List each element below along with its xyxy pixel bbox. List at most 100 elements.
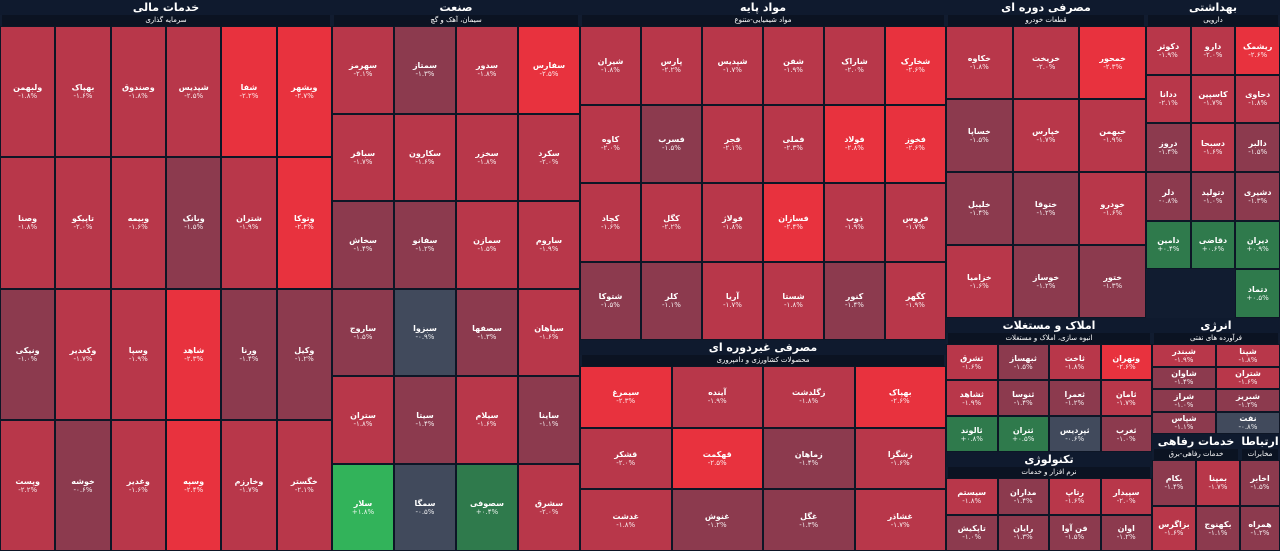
stock-tile[interactable]: ثپردیس -۰.۶% — [1049, 416, 1101, 452]
stock-tile[interactable]: کگهر -۱.۹% — [885, 261, 946, 340]
stock-tile[interactable]: فجر -۲.۱% — [702, 104, 763, 183]
stock-tile[interactable]: سکارون -۱.۶% — [394, 113, 456, 201]
stock-tile[interactable]: فن آوا -۱.۵% — [1049, 514, 1101, 551]
stock-tile[interactable]: ثعمرا -۱.۲% — [1049, 380, 1101, 416]
stock-tile[interactable]: ثاخت -۱.۸% — [1049, 344, 1101, 380]
stock-tile[interactable]: ثتران +۰.۵% — [997, 416, 1049, 452]
stock-tile[interactable]: شپاس -۱.۱% — [1152, 411, 1216, 434]
stock-tile[interactable]: ورنا -۱.۴% — [221, 288, 277, 420]
stock-tile[interactable]: خوشه -۰.۶% — [55, 419, 111, 551]
stock-tile[interactable]: شاهد -۲.۳% — [166, 288, 222, 420]
stock-tile[interactable]: غشاذر -۱.۷% — [854, 489, 946, 551]
stock-tile[interactable]: خکاوه -۱.۸% — [946, 26, 1013, 99]
stock-tile[interactable]: شتوکا -۱.۵% — [580, 261, 641, 340]
stock-tile[interactable]: خبهمن -۱.۹% — [1079, 99, 1146, 172]
stock-tile[interactable]: وتهران -۲.۶% — [1100, 344, 1152, 380]
stock-tile[interactable]: شبریز -۱.۲% — [1216, 389, 1280, 412]
stock-tile[interactable]: ثالوند +۰.۸% — [946, 416, 998, 452]
stock-tile[interactable]: شراز -۱.۰% — [1152, 389, 1216, 412]
stock-tile[interactable]: سفانو -۱.۲% — [394, 201, 456, 289]
stock-tile[interactable]: سیستم -۱.۸% — [946, 478, 998, 515]
stock-tile[interactable]: سیلام -۱.۶% — [456, 376, 518, 464]
stock-tile[interactable]: شستا -۱.۸% — [763, 261, 824, 340]
stock-tile[interactable]: کاسپین -۱.۷% — [1190, 74, 1236, 124]
stock-tile[interactable]: نفت -۰.۸% — [1216, 411, 1280, 434]
stock-tile[interactable]: پارس -۲.۲% — [641, 26, 702, 105]
stock-tile[interactable]: شاوان -۱.۴% — [1152, 366, 1216, 389]
stock-tile[interactable]: دسبحا -۱.۶% — [1190, 123, 1236, 172]
stock-tile[interactable]: شفن -۱.۹% — [763, 26, 824, 105]
stock-tile[interactable]: خساپا -۱.۵% — [946, 99, 1013, 172]
stock-tile[interactable]: خزامیا -۱.۶% — [946, 245, 1013, 318]
stock-tile[interactable]: سیمرغ -۲.۳% — [580, 366, 672, 428]
stock-tile[interactable]: فولاژ -۱.۸% — [702, 183, 763, 262]
stock-tile[interactable]: شبندر -۱.۹% — [1152, 344, 1216, 367]
stock-tile[interactable]: وغدیر -۱.۶% — [110, 419, 166, 551]
stock-tile[interactable]: ساروم -۱.۹% — [518, 201, 580, 289]
stock-tile[interactable]: دقاضی +۰.۶% — [1190, 220, 1236, 270]
stock-tile[interactable]: سفارس -۲.۵% — [518, 26, 580, 114]
stock-tile[interactable]: ددانا -۲.۱% — [1146, 74, 1191, 124]
stock-tile[interactable]: سخزر -۱.۸% — [456, 113, 518, 201]
stock-tile[interactable]: ثنوسا -۱.۴% — [997, 380, 1049, 416]
stock-tile[interactable]: وتوکا -۲.۴% — [276, 157, 332, 289]
stock-tile[interactable]: آینده -۱.۹% — [671, 366, 763, 428]
stock-tile[interactable]: خریخت -۲.۰% — [1012, 26, 1080, 99]
stock-tile[interactable]: شتران -۱.۹% — [221, 157, 277, 289]
stock-tile[interactable]: دیران +۰.۹% — [1235, 220, 1280, 270]
stock-tile[interactable]: شپدیس -۲.۵% — [166, 26, 222, 158]
stock-tile[interactable]: شپنا -۱.۸% — [1216, 344, 1280, 367]
stock-tile[interactable]: بکام -۱.۴% — [1152, 460, 1196, 506]
stock-tile[interactable]: وصنا -۱.۸% — [0, 157, 56, 289]
stock-tile[interactable]: مداران -۱.۴% — [997, 478, 1049, 515]
stock-tile[interactable]: ختوقا -۱.۲% — [1012, 172, 1080, 245]
stock-tile[interactable]: آریا -۱.۷% — [702, 261, 763, 340]
stock-tile[interactable]: قهکمت -۲.۵% — [671, 427, 763, 490]
stock-tile[interactable]: سپاهان -۱.۶% — [518, 288, 580, 376]
stock-tile[interactable]: دتماد +۰.۵% — [1235, 269, 1280, 318]
stock-tile[interactable]: سهرمز -۲.۱% — [332, 26, 394, 114]
stock-tile[interactable]: رتاپ -۱.۶% — [1049, 478, 1101, 515]
stock-tile[interactable]: دتولید -۱.۰% — [1190, 172, 1236, 221]
stock-tile[interactable]: وکیل -۱.۲% — [276, 288, 332, 420]
stock-tile[interactable]: کلر -۱.۱% — [641, 261, 702, 340]
stock-tile[interactable]: وبانک -۱.۵% — [166, 157, 222, 289]
stock-tile[interactable]: دکوثر -۱.۹% — [1146, 26, 1191, 75]
stock-tile[interactable]: شخارک -۲.۶% — [885, 26, 946, 105]
stock-tile[interactable]: شتران -۱.۶% — [1216, 366, 1280, 389]
stock-tile[interactable]: سمازن -۱.۵% — [456, 201, 518, 289]
stock-tile[interactable]: وپست -۲.۲% — [0, 419, 56, 551]
stock-tile[interactable]: سمگا -۰.۵% — [394, 463, 456, 551]
stock-tile[interactable]: وبیمه -۱.۶% — [110, 157, 166, 289]
stock-tile[interactable]: خپارس -۱.۷% — [1012, 99, 1080, 172]
stock-tile[interactable]: سصفها -۱.۳% — [456, 288, 518, 376]
stock-tile[interactable]: ساینا -۱.۱% — [518, 376, 580, 464]
stock-tile[interactable]: ستران -۱.۸% — [332, 376, 394, 464]
stock-tile[interactable]: غگل -۱.۳% — [763, 489, 855, 551]
stock-tile[interactable]: ریشمک -۲.۶% — [1235, 26, 1280, 75]
stock-tile[interactable]: شاراک -۲.۰% — [824, 26, 885, 105]
stock-tile[interactable]: دحاوی -۱.۸% — [1235, 74, 1280, 124]
stock-tile[interactable]: زماهان -۱.۴% — [763, 427, 855, 490]
stock-tile[interactable]: سصوفی +۰.۴% — [456, 463, 518, 551]
stock-tile[interactable]: وسپا -۱.۹% — [110, 288, 166, 420]
stock-tile[interactable]: قشکر -۲.۰% — [580, 427, 672, 490]
stock-tile[interactable]: کاوه -۲.۰% — [580, 104, 641, 183]
stock-tile[interactable]: فخوز -۲.۶% — [885, 104, 946, 183]
stock-tile[interactable]: ثشرق -۱.۶% — [946, 344, 998, 380]
stock-tile[interactable]: خمحور -۲.۳% — [1079, 26, 1146, 99]
stock-tile[interactable]: ثامان -۱.۷% — [1100, 380, 1152, 416]
stock-tile[interactable]: خگستر -۲.۱% — [276, 419, 332, 551]
stock-tile[interactable]: فروس -۱.۷% — [885, 183, 946, 262]
stock-tile[interactable]: دامین +۰.۴% — [1146, 220, 1191, 270]
stock-tile[interactable]: کگل -۲.۲% — [641, 183, 702, 262]
stock-tile[interactable]: شفا -۲.۲% — [221, 26, 277, 158]
stock-tile[interactable]: بزاگرس -۱.۶% — [1152, 505, 1196, 551]
stock-tile[interactable]: سپیدار -۲.۰% — [1100, 478, 1152, 515]
stock-tile[interactable]: وکغدیر -۱.۷% — [55, 288, 111, 420]
stock-tile[interactable]: دالبر -۱.۵% — [1235, 123, 1280, 172]
stock-tile[interactable]: ختور -۱.۳% — [1079, 245, 1146, 318]
stock-tile[interactable]: اوان -۱.۲% — [1100, 514, 1152, 551]
stock-tile[interactable]: دروز -۱.۴% — [1146, 123, 1191, 172]
stock-tile[interactable]: دارو -۲.۰% — [1190, 26, 1236, 75]
